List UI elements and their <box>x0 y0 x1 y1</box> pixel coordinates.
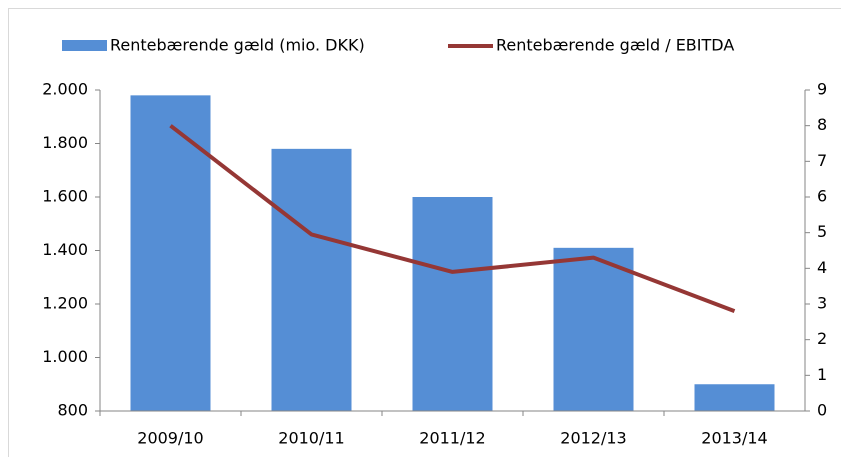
y-tick-label: 1.000 <box>42 347 88 366</box>
bar <box>412 197 493 411</box>
x-tick-label: 2010/11 <box>278 429 344 448</box>
y-tick-label: 1.800 <box>42 133 88 152</box>
x-tick-label: 2009/10 <box>137 429 203 448</box>
y-tick-label: 2.000 <box>42 80 88 99</box>
x-tick-label: 2011/12 <box>419 429 485 448</box>
y2-tick-label: 7 <box>817 151 827 170</box>
y2-tick-label: 6 <box>817 187 827 206</box>
bar <box>130 95 211 411</box>
bar <box>553 247 634 411</box>
y2-tick-label: 5 <box>817 222 827 241</box>
legend-swatch <box>62 40 107 51</box>
y-tick-label: 1.200 <box>42 294 88 313</box>
y2-tick-label: 9 <box>817 80 827 99</box>
x-tick-label: 2012/13 <box>560 429 626 448</box>
line-series <box>169 124 736 314</box>
y2-tick-label: 3 <box>817 294 827 313</box>
y-tick-label: 800 <box>57 401 88 420</box>
y-tick-label: 1.600 <box>42 187 88 206</box>
y2-tick-label: 1 <box>817 365 827 384</box>
y2-tick-label: 2 <box>817 329 827 348</box>
x-tick-label: 2013/14 <box>701 429 767 448</box>
y2-tick-label: 0 <box>817 401 827 420</box>
bar <box>694 384 775 411</box>
bar <box>271 148 352 411</box>
legend-label: Rentebærende gæld / EBITDA <box>496 36 734 55</box>
y2-tick-label: 8 <box>817 115 827 134</box>
y2-tick-label: 4 <box>817 258 827 277</box>
legend-label: Rentebærende gæld (mio. DKK) <box>110 36 365 55</box>
y-tick-label: 1.400 <box>42 240 88 259</box>
